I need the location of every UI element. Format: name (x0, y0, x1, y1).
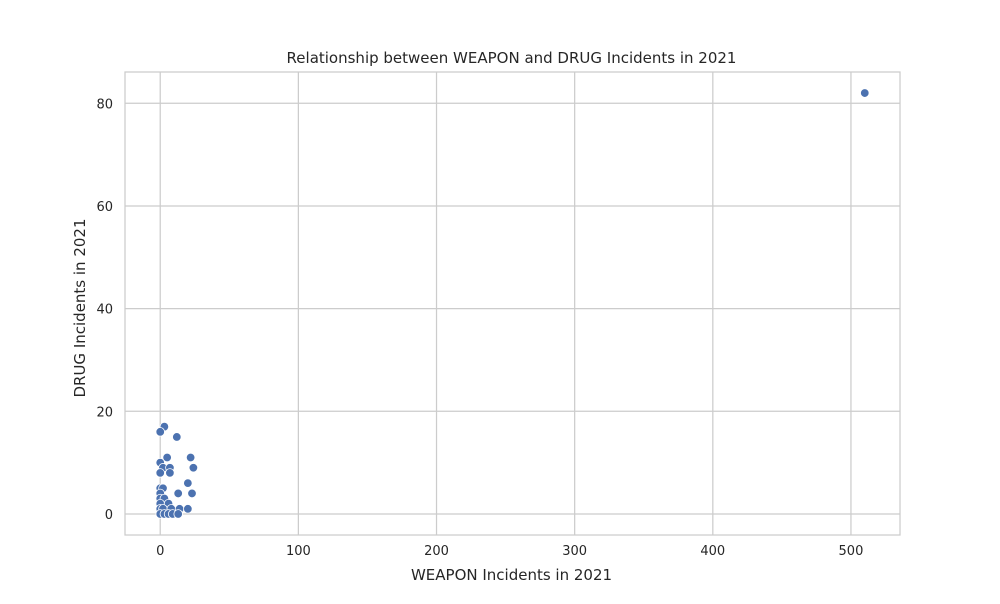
x-tick-label: 100 (286, 544, 311, 559)
data-point (172, 432, 182, 442)
data-point (183, 478, 193, 488)
data-point (187, 488, 197, 499)
data-points (155, 88, 870, 519)
data-point (185, 452, 196, 463)
y-tick-label: 80 (96, 97, 113, 112)
x-axis-label: WEAPON Incidents in 2021 (411, 566, 612, 584)
chart-title: Relationship between WEAPON and DRUG Inc… (287, 49, 737, 67)
x-tick-label: 200 (424, 544, 449, 559)
y-tick-label: 0 (105, 508, 113, 523)
y-tick-label: 60 (96, 200, 113, 215)
y-axis-label: DRUG Incidents in 2021 (71, 218, 89, 397)
data-point (165, 468, 175, 478)
x-tick-labels: 0 100 200 300 400 500 (156, 544, 863, 559)
x-tick-label: 500 (839, 544, 864, 559)
data-point (162, 452, 172, 463)
data-point (188, 463, 199, 473)
data-point (173, 509, 183, 519)
data-point (155, 468, 165, 478)
x-tick-label: 0 (156, 544, 164, 559)
y-tick-label: 40 (96, 303, 113, 318)
data-point (155, 427, 165, 437)
y-tick-labels: 0 20 40 60 80 (96, 97, 113, 523)
data-point (860, 88, 870, 98)
y-tick-label: 20 (96, 405, 113, 420)
x-tick-label: 300 (562, 544, 587, 559)
data-point (173, 488, 183, 499)
data-point (183, 504, 193, 514)
grid-lines (125, 72, 900, 535)
x-tick-label: 400 (700, 544, 725, 559)
plot-frame (124, 71, 901, 536)
